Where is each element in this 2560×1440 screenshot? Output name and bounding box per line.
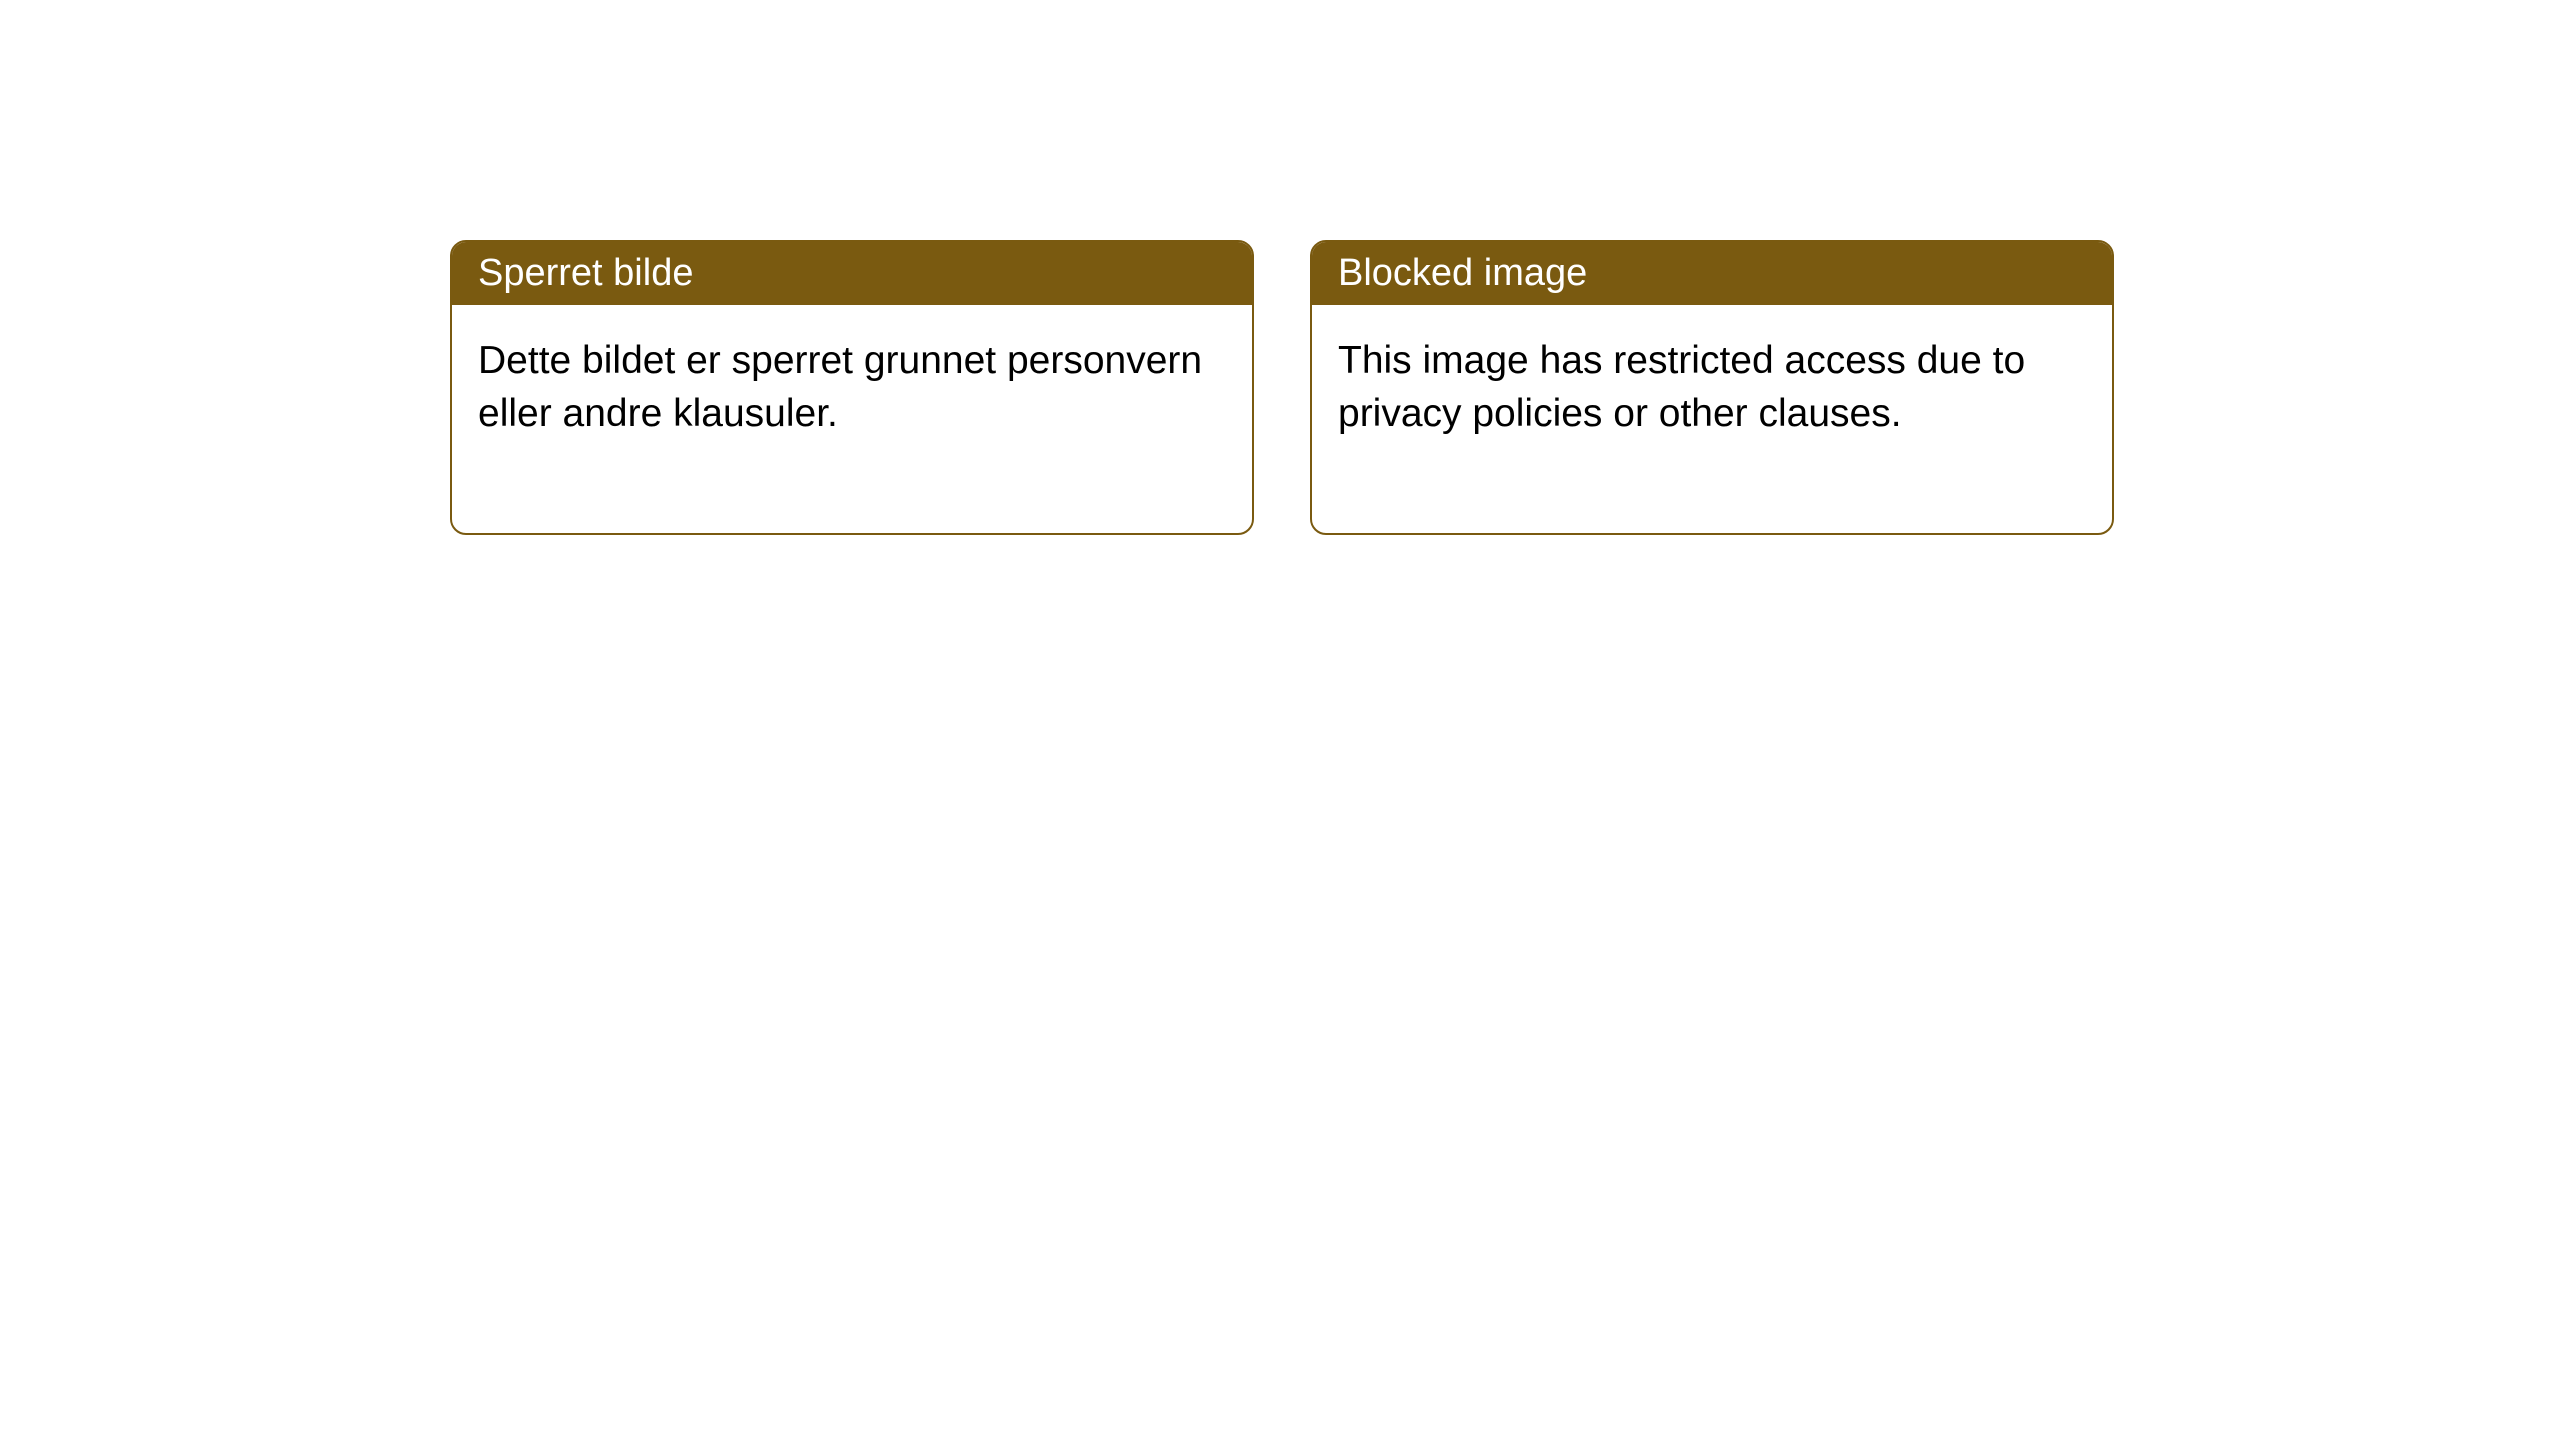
notice-container: Sperret bilde Dette bildet er sperret gr… — [450, 240, 2114, 535]
notice-card-norwegian: Sperret bilde Dette bildet er sperret gr… — [450, 240, 1254, 535]
notice-title: Blocked image — [1338, 252, 1587, 294]
notice-body: Dette bildet er sperret grunnet personve… — [452, 305, 1252, 533]
notice-message: Dette bildet er sperret grunnet personve… — [478, 339, 1202, 435]
notice-body: This image has restricted access due to … — [1312, 305, 2112, 533]
notice-header: Sperret bilde — [452, 242, 1252, 305]
notice-header: Blocked image — [1312, 242, 2112, 305]
notice-card-english: Blocked image This image has restricted … — [1310, 240, 2114, 535]
notice-title: Sperret bilde — [478, 252, 693, 294]
notice-message: This image has restricted access due to … — [1338, 339, 2025, 435]
